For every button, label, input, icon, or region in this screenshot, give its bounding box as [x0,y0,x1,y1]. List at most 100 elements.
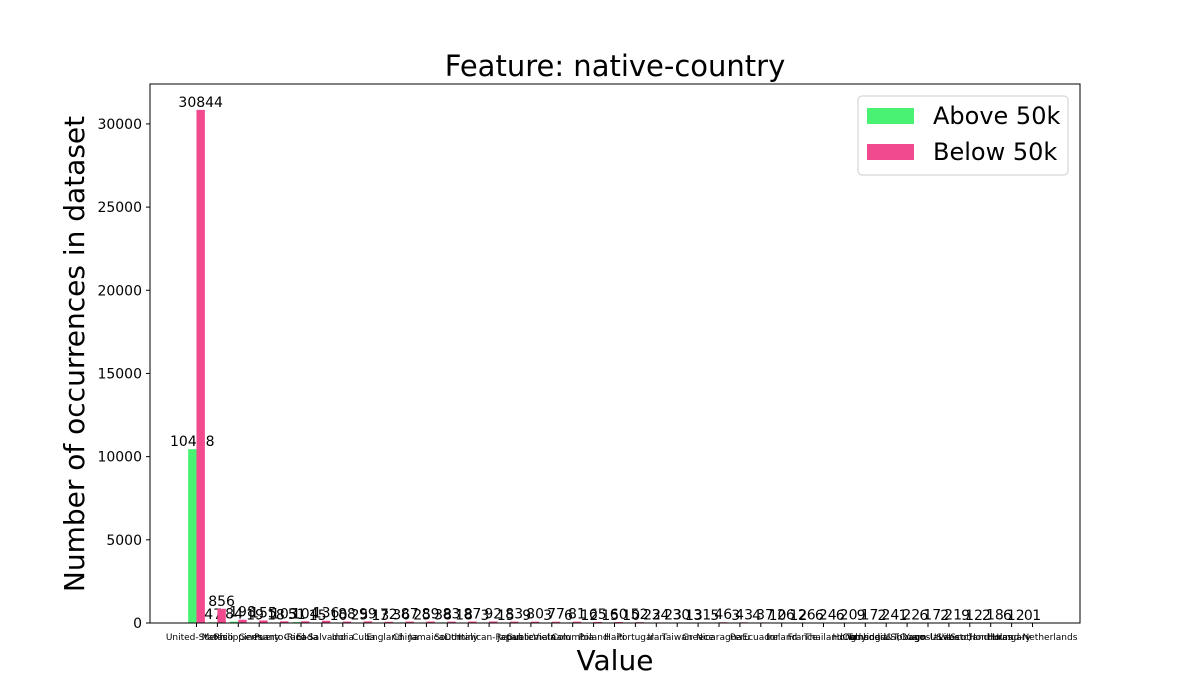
data-label: 6 [836,608,845,624]
x-tick-label: Canada [284,633,318,643]
data-label: 10 [769,608,787,624]
data-label: 9 [961,608,970,624]
data-label: 99 [359,606,377,622]
data-label: 17 [861,608,879,624]
x-tick-label: Outlying-US(Guam-USVI-etc) [842,633,971,643]
x-tick-label: Greece [682,633,714,643]
x-tick-label: Scotland [950,633,989,643]
x-tick-label: Haiti [604,633,625,643]
x-tick-label: Nicaragua [696,633,742,643]
x-tick-label: Hong [833,633,857,643]
data-label: 155 [250,605,277,621]
chart-title: Feature: native-country [445,49,786,83]
data-label: 1 [898,608,907,624]
x-tick-label: Philippines [214,633,263,643]
data-label: 31 [693,607,711,623]
y-axis: 0 5000 10000 15000 20000 25000 30000 [97,117,150,632]
data-label: 6 [815,608,824,624]
x-tick-label: Jamaica [408,633,444,643]
data-label: 9 [857,608,866,624]
x-tick-label: Hungary [992,633,1031,643]
x-tick-label: Columbia [551,633,594,643]
data-label: 4 [752,608,761,624]
bar-below-50k [280,621,289,623]
x-tick-label: Yugoslavia [903,633,951,643]
data-label: 77 [547,607,565,623]
data-label: 24 [819,608,837,624]
x-tick-label: China [393,633,419,643]
data-label: 25 [413,608,431,624]
bar-below-50k [321,620,331,623]
x-tick-label: Puerto-Rico [254,633,306,643]
data-label: 5 [710,608,719,624]
x-tick-label: Italy [458,633,478,643]
data-label: 80 [526,607,544,623]
x-tick-label: Ecuador [742,633,779,643]
data-label: 10448 [170,434,215,450]
data-label: 87 [401,607,419,623]
legend-label-above-50k: Above 50k [933,102,1060,130]
bar-below-50k [301,621,310,623]
x-tick-label: Cuba [352,633,375,643]
x-tick-label: Dominican-Republic [444,633,534,643]
bar-below-50k [489,621,498,623]
data-label: 0 [1024,608,1033,624]
x-tick-label: Germany [239,633,281,643]
data-label: 30844 [178,95,223,111]
data-label: 43 [735,607,753,623]
data-label: 19 [246,608,264,624]
x-axis: United-StatesMexicoPhilippinesGermanyPue… [166,623,1078,643]
data-label: 15 [497,608,515,624]
legend-swatch-below-50k [867,144,914,160]
data-label: 104 [292,606,319,622]
data-label: 3 [731,608,740,624]
bar-below-50k [259,620,268,623]
data-label: 87 [463,607,481,623]
y-tick-label: 0 [133,616,142,632]
legend-label-below-50k: Below 50k [933,138,1057,166]
x-axis-label: Value [577,644,654,677]
bar-below-50k [238,619,247,623]
bar-below-50k [510,621,519,623]
data-label: 72 [380,607,398,623]
x-tick-label: Poland [579,633,609,643]
data-label: 9 [522,608,531,624]
x-tick-label: Vietnam [533,633,571,643]
data-label: 51 [288,607,306,623]
data-label: 26 [777,608,795,624]
data-label: 18 [267,608,285,624]
data-label: 92 [484,606,502,622]
data-label: 34 [652,607,670,623]
data-label: 3 [480,608,489,624]
bar-below-50k [530,621,540,623]
data-label: 25 [351,608,369,624]
data-label: 89 [422,607,440,623]
y-tick-label: 15000 [97,366,142,382]
y-tick-label: 25000 [97,200,142,216]
data-label: 21 [944,608,962,624]
x-tick-label: England [366,633,403,643]
y-tick-label: 30000 [97,117,142,133]
bar-below-50k [342,621,352,623]
data-label: 3 [543,608,552,624]
bar-below-50k [551,621,561,623]
data-label: 83 [505,607,523,623]
data-label: 83 [443,607,461,623]
y-axis-label: Number of occurrences in dataset [58,116,91,592]
data-label: 84 [225,607,243,623]
data-label: 15 [601,608,619,624]
data-label: 2 [878,608,887,624]
data-label: 6 [919,608,928,624]
data-label: 22 [902,608,920,624]
x-tick-label: Mexico [202,633,234,643]
x-tick-label: Iran [648,633,666,643]
bar-below-50k [217,608,226,623]
x-tick-label: Portugal [617,633,654,643]
data-label: 198 [229,605,256,621]
data-label: 2 [940,608,949,624]
data-label: 10 [622,608,640,624]
legend: Above 50k Below 50k [857,95,1069,176]
data-label: 38 [434,607,452,623]
data-label: 136 [313,606,340,622]
data-label: 17 [923,608,941,624]
